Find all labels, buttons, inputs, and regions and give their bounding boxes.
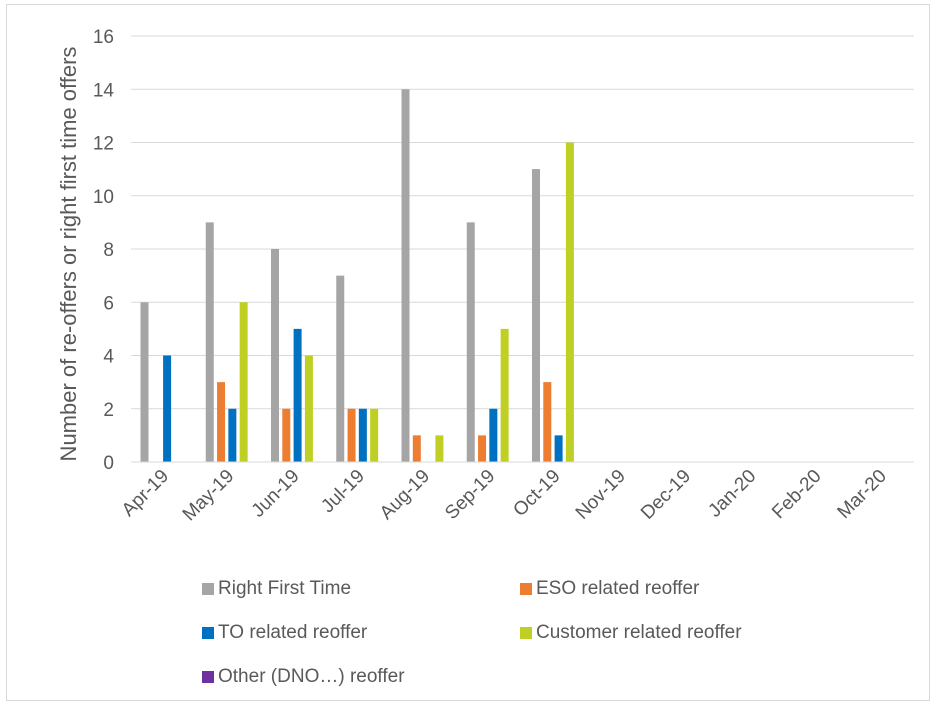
bar-jul-19-series-0 — [336, 275, 345, 462]
bar-jun-19-series-0 — [271, 249, 279, 462]
y-axis-title: Number of re-offers or right first time … — [56, 47, 81, 462]
x-tick-label-apr-19: Apr-19 — [118, 466, 173, 521]
x-tick-label-jul-19: Jul-19 — [317, 466, 368, 517]
bar-oct-19-series-3 — [565, 142, 574, 462]
y-tick-label-6: 6 — [103, 293, 114, 314]
bar-jun-19-series-3 — [304, 355, 313, 462]
x-tick-label-mar-20: Mar-20 — [834, 466, 891, 523]
bar-jul-19-series-3 — [370, 408, 379, 462]
x-tick-label-may-19: May-19 — [179, 466, 239, 526]
y-tick-label-14: 14 — [93, 80, 115, 101]
x-tick-label-oct-19: Oct-19 — [509, 466, 564, 521]
x-tick-label-dec-19: Dec-19 — [637, 466, 695, 524]
bar-sep-19-series-2 — [489, 408, 498, 462]
bar-aug-19-series-1 — [412, 435, 421, 462]
bar-jul-19-series-2 — [358, 408, 367, 462]
x-tick-label-sep-19: Sep-19 — [441, 466, 499, 524]
bar-jul-19-series-1 — [347, 408, 356, 462]
y-tick-label-8: 8 — [103, 240, 114, 261]
x-tick-label-jun-19: Jun-19 — [248, 466, 304, 522]
bar-sep-19-series-3 — [500, 328, 509, 462]
bar-may-19-series-3 — [239, 302, 248, 462]
x-tick-label-nov-19: Nov-19 — [572, 466, 630, 524]
y-tick-label-4: 4 — [103, 347, 114, 368]
chart-frame — [6, 4, 930, 701]
y-tick-label-0: 0 — [103, 453, 114, 474]
bar-may-19-series-2 — [228, 408, 237, 462]
x-tick-label-jan-20: Jan-20 — [704, 466, 760, 522]
bar-oct-19-series-2 — [554, 435, 563, 462]
bar-sep-19-series-0 — [466, 222, 475, 462]
bar-aug-19-series-0 — [401, 89, 410, 462]
bar-jun-19-series-2 — [293, 328, 302, 462]
bar-oct-19-series-1 — [543, 382, 552, 462]
bar-jun-19-series-1 — [282, 408, 291, 462]
bar-apr-19-series-0 — [140, 302, 149, 462]
bar-aug-19-series-3 — [435, 435, 444, 462]
bar-apr-19-series-2 — [163, 355, 172, 462]
bar-may-19-series-1 — [217, 382, 226, 462]
bar-oct-19-series-0 — [532, 169, 540, 462]
y-tick-label-2: 2 — [103, 400, 114, 421]
y-tick-label-12: 12 — [93, 134, 114, 155]
bar-sep-19-series-1 — [478, 435, 487, 462]
y-tick-label-10: 10 — [93, 187, 114, 208]
x-tick-label-aug-19: Aug-19 — [376, 466, 434, 524]
y-tick-label-16: 16 — [93, 27, 114, 48]
x-tick-label-feb-20: Feb-20 — [768, 466, 825, 523]
bar-may-19-series-0 — [205, 222, 214, 462]
